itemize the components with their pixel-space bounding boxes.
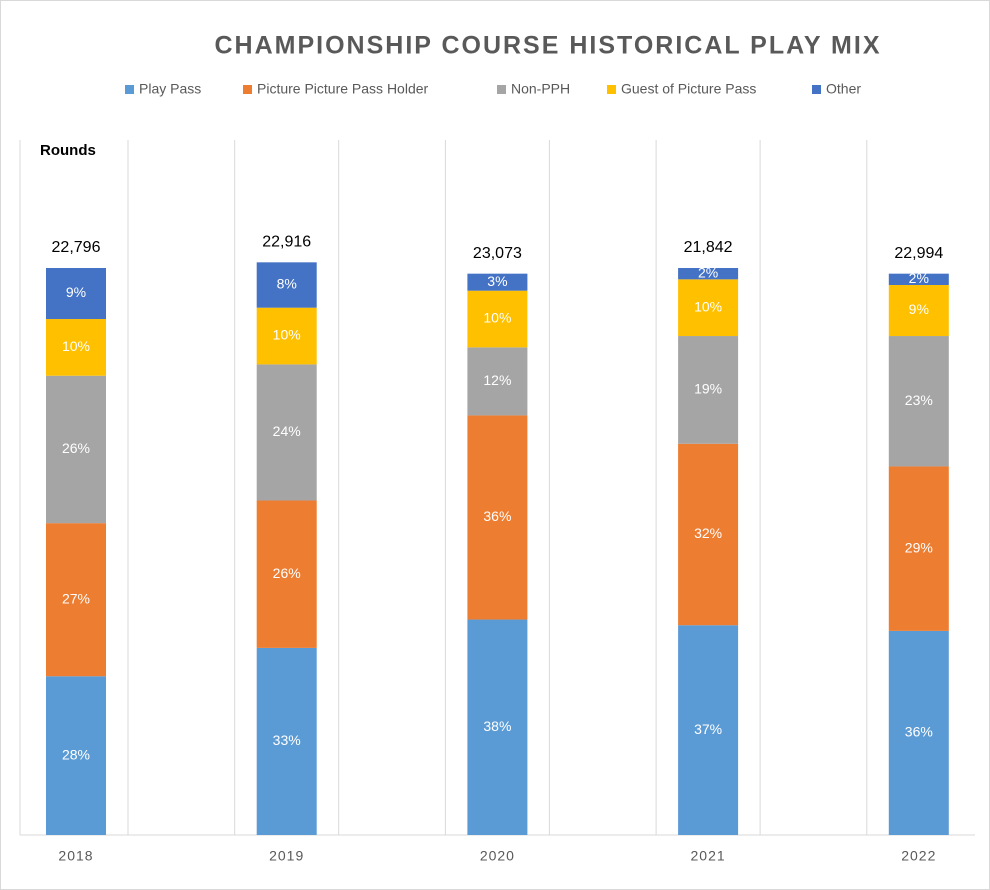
- legend-label: Picture Picture Pass Holder: [257, 81, 429, 97]
- bar-segment: [46, 268, 106, 320]
- legend-swatch: [812, 85, 821, 94]
- bar-segment: [678, 336, 739, 444]
- x-tick-label: 2022: [901, 848, 936, 864]
- bar-segment: [888, 630, 949, 835]
- data-label: 10%: [273, 327, 301, 343]
- bar-segment: [256, 500, 317, 648]
- legend-label: Play Pass: [139, 81, 201, 97]
- x-tick-label: 2018: [58, 848, 93, 864]
- chart-title: CHAMPIONSHIP COURSE HISTORICAL PLAY MIX: [215, 32, 882, 60]
- bar-segment: [467, 415, 528, 620]
- bar-segment: [467, 619, 528, 835]
- x-tick-label: 2021: [691, 848, 726, 864]
- bar-segment: [888, 273, 949, 286]
- total-label: 22,796: [52, 239, 101, 256]
- data-label: 36%: [905, 724, 933, 740]
- bar-segment: [678, 279, 739, 337]
- bar-segment: [256, 307, 317, 365]
- bar-segment: [888, 466, 949, 631]
- data-label: 10%: [483, 310, 511, 326]
- data-label: 24%: [273, 423, 301, 439]
- total-label: 22,994: [894, 245, 943, 262]
- legend-label: Non-PPH: [511, 81, 570, 97]
- bar-segment: [467, 290, 528, 348]
- total-label: 23,073: [473, 245, 522, 262]
- bar-segment: [46, 523, 106, 677]
- x-tick-label: 2020: [480, 848, 515, 864]
- bar-segment: [467, 273, 528, 291]
- legend-swatch: [243, 85, 252, 94]
- bar-segment: [256, 364, 317, 501]
- data-label: 37%: [694, 721, 722, 737]
- data-label: 27%: [62, 590, 90, 606]
- bar-segment: [888, 336, 949, 467]
- data-label: 2%: [909, 270, 929, 286]
- data-label: 26%: [62, 440, 90, 456]
- bar-segment: [678, 443, 739, 626]
- data-label: 9%: [909, 301, 929, 317]
- bar-segment: [46, 375, 106, 524]
- data-label: 9%: [66, 284, 86, 300]
- data-label: 10%: [694, 298, 722, 314]
- bar-segment: [888, 285, 949, 337]
- data-label: 12%: [483, 372, 511, 388]
- data-label: 19%: [694, 381, 722, 397]
- legend-swatch: [125, 85, 134, 94]
- bar-segment: [467, 347, 528, 416]
- bar-segment: [256, 647, 317, 835]
- bar-segment: [256, 262, 317, 308]
- data-label: 2%: [698, 264, 718, 280]
- legend-swatch: [497, 85, 506, 94]
- bar-segment: [678, 625, 739, 835]
- x-tick-label: 2019: [269, 848, 304, 864]
- total-label: 22,916: [262, 234, 311, 251]
- bar-segment: [46, 676, 106, 835]
- data-label: 38%: [483, 718, 511, 734]
- data-label: 33%: [273, 732, 301, 748]
- legend-swatch: [607, 85, 616, 94]
- legend-label: Guest of Picture Pass: [621, 81, 756, 97]
- legend-label: Other: [826, 81, 861, 97]
- y-axis-label: Rounds: [40, 142, 96, 159]
- data-label: 10%: [62, 338, 90, 354]
- total-label: 21,842: [684, 239, 733, 256]
- data-label: 29%: [905, 539, 933, 555]
- data-label: 26%: [273, 565, 301, 581]
- data-label: 23%: [905, 392, 933, 408]
- data-label: 32%: [694, 525, 722, 541]
- data-label: 28%: [62, 746, 90, 762]
- data-label: 36%: [483, 508, 511, 524]
- data-label: 3%: [487, 273, 507, 289]
- bar-segment: [678, 268, 739, 280]
- data-label: 8%: [277, 276, 297, 292]
- bar-segment: [46, 319, 106, 376]
